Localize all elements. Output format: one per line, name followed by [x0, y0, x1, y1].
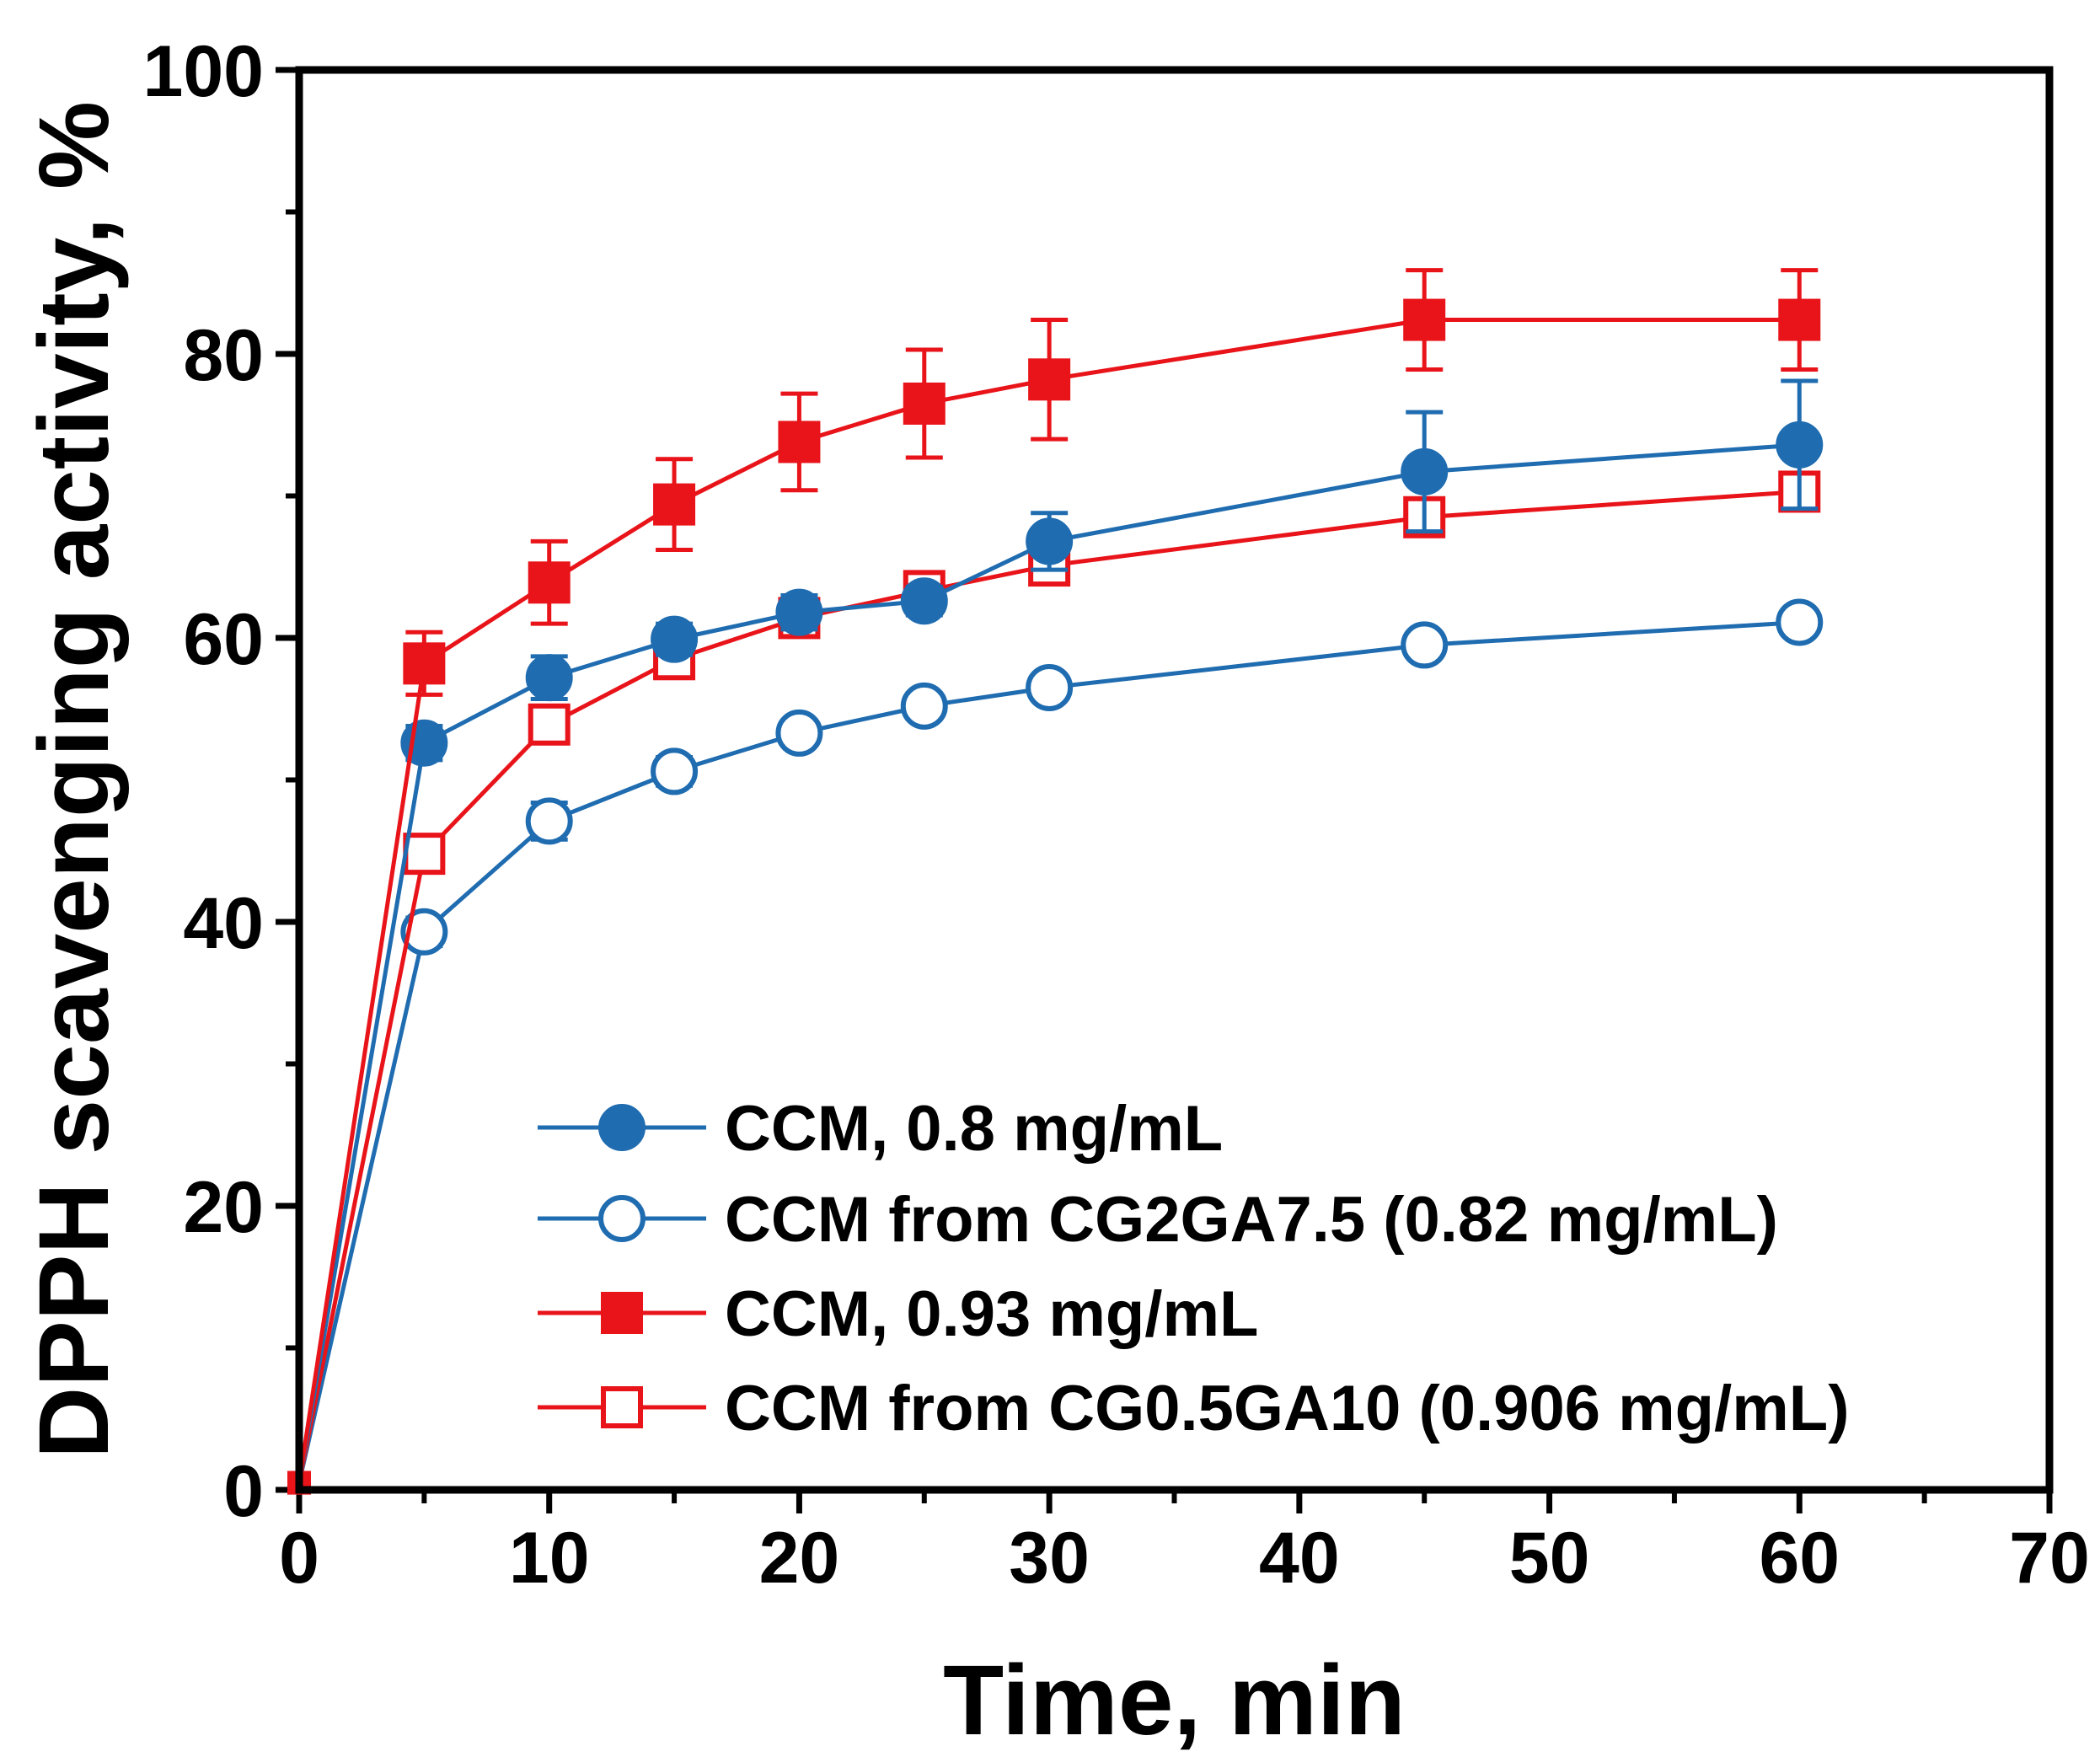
- data-point: [1776, 598, 1824, 646]
- x-tick-label: 70: [2009, 1518, 2090, 1599]
- data-point: [775, 709, 823, 757]
- x-tick-label: 30: [1009, 1518, 1090, 1599]
- data-point: [903, 382, 946, 425]
- legend-label: CCM from CG2GA7.5 (0.82 mg/mL): [725, 1184, 1778, 1256]
- data-point: [1401, 447, 1449, 495]
- data-point: [653, 483, 696, 526]
- legend-marker: [598, 1195, 646, 1242]
- legend-item: CCM from CG2GA7.5 (0.82 mg/mL): [538, 1184, 1778, 1256]
- data-point: [1401, 621, 1449, 669]
- legend-item: CCM, 0.8 mg/mL: [538, 1093, 1223, 1165]
- data-point: [525, 654, 573, 702]
- x-tick-label: 40: [1259, 1518, 1340, 1599]
- legend-marker: [601, 1386, 643, 1428]
- legend-item: CCM from CG0.5GA10 (0.906 mg/mL): [538, 1373, 1850, 1444]
- data-point: [1026, 663, 1074, 711]
- data-point: [1403, 298, 1446, 341]
- x-tick-label: 10: [509, 1518, 590, 1599]
- data-point: [528, 703, 571, 746]
- data-point: [651, 747, 699, 795]
- data-point: [775, 588, 823, 636]
- data-point: [403, 833, 446, 876]
- data-point: [528, 561, 571, 604]
- data-point: [1778, 298, 1821, 341]
- data-point: [651, 615, 699, 663]
- x-tick-label: 20: [759, 1518, 840, 1599]
- x-axis-label: Time, min: [943, 1645, 1406, 1756]
- x-tick-label: 0: [279, 1518, 319, 1599]
- data-point: [900, 682, 948, 730]
- y-axis-label: DPPH scavenging activity, %: [19, 101, 130, 1459]
- legend-marker: [601, 1292, 643, 1334]
- y-tick-label: 80: [183, 315, 264, 396]
- x-tick-label: 60: [1759, 1518, 1840, 1599]
- data-point: [900, 577, 948, 625]
- y-tick-label: 100: [143, 31, 265, 112]
- data-point: [1028, 358, 1071, 401]
- legend-label: CCM, 0.8 mg/mL: [725, 1093, 1223, 1165]
- y-tick-label: 0: [223, 1451, 264, 1532]
- legend-label: CCM from CG0.5GA10 (0.906 mg/mL): [725, 1373, 1850, 1444]
- data-point: [1026, 517, 1074, 565]
- tick-labels: 0 10 20 30 40 50 60 70 0 20 40 60 80 100: [143, 31, 2090, 1599]
- data-point: [400, 908, 448, 956]
- plot-frame: [295, 66, 2054, 1494]
- data-point: [778, 421, 821, 463]
- legend-marker: [598, 1104, 646, 1151]
- legend-item: CCM, 0.93 mg/mL: [538, 1278, 1258, 1350]
- series-group: [287, 268, 1824, 1495]
- data-point: [525, 797, 573, 845]
- data-point: [1776, 421, 1824, 469]
- x-tick-label: 50: [1509, 1518, 1590, 1599]
- data-point: [403, 642, 446, 685]
- y-tick-label: 40: [183, 883, 264, 964]
- y-tick-label: 60: [183, 599, 264, 680]
- series-2: [287, 598, 1824, 1495]
- y-tick-label: 20: [183, 1167, 264, 1248]
- legend-label: CCM, 0.93 mg/mL: [725, 1278, 1258, 1350]
- legend: CCM, 0.8 mg/mL CCM from CG2GA7.5 (0.82 mg…: [538, 1093, 1850, 1444]
